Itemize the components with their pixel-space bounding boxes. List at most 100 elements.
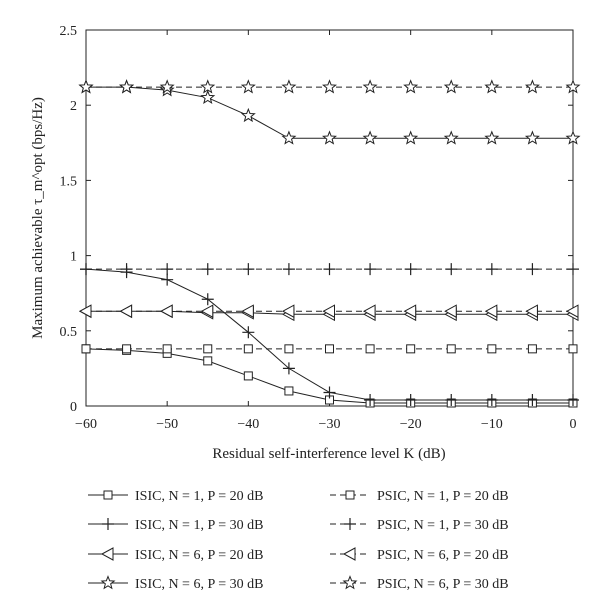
legend-marker [100, 575, 116, 590]
legend-item: ISIC, N = 6, P = 30 dB [88, 575, 263, 592]
legend-item: PSIC, N = 6, P = 20 dB [330, 547, 509, 563]
legend-item: PSIC, N = 1, P = 30 dB [330, 518, 509, 533]
legend-label: PSIC, N = 6, P = 30 dB [377, 577, 509, 592]
data-point [284, 344, 294, 354]
data-point [80, 263, 92, 276]
data-point [282, 263, 295, 276]
legend-marker [344, 518, 356, 530]
data-point [243, 344, 253, 354]
data-point [568, 344, 578, 354]
data-point [526, 393, 539, 406]
data-point [445, 263, 458, 276]
data-point [281, 130, 297, 145]
y-tick-label: 2 [70, 99, 77, 114]
legend-item: PSIC, N = 6, P = 30 dB [330, 575, 509, 592]
x-axis: −60 −50 −40 −30 −20 −10 0 [75, 30, 577, 432]
data-point [364, 393, 377, 406]
data-point [404, 393, 417, 406]
series-points-2 [80, 263, 579, 406]
legend-label: PSIC, N = 6, P = 20 dB [377, 548, 509, 563]
legend-marker [102, 518, 114, 530]
data-point [444, 304, 457, 319]
series-points-7 [78, 304, 579, 319]
data-point [322, 304, 335, 319]
data-point [323, 386, 336, 399]
data-point [203, 344, 213, 354]
data-point [160, 304, 173, 319]
data-point [445, 393, 458, 406]
legend-label: ISIC, N = 1, P = 20 dB [135, 489, 263, 504]
data-point [364, 263, 377, 276]
data-point [242, 263, 255, 276]
data-point [240, 107, 256, 123]
legend-label: PSIC, N = 1, P = 20 dB [377, 489, 509, 504]
data-point [406, 344, 416, 354]
data-point [362, 79, 378, 94]
legend-item: ISIC, N = 6, P = 20 dB [88, 547, 263, 563]
data-point [363, 304, 376, 319]
data-point [484, 79, 500, 94]
legend-marker [103, 490, 113, 500]
x-tick-label: 0 [570, 417, 577, 432]
legend-item: PSIC, N = 1, P = 20 dB [330, 489, 509, 504]
data-point [565, 304, 579, 319]
data-point [485, 263, 498, 276]
series-line-2 [85, 268, 573, 401]
y-tick-label: 0 [70, 400, 77, 415]
data-point [485, 393, 498, 406]
data-point [81, 344, 91, 354]
data-point [403, 130, 419, 145]
data-point [243, 371, 253, 381]
x-tick-label: −20 [400, 417, 422, 432]
data-point [120, 263, 133, 276]
legend-label: ISIC, N = 6, P = 30 dB [135, 577, 263, 592]
data-point [322, 130, 337, 145]
x-axis-title: Residual self-interference level K (dB) [212, 446, 445, 462]
data-point [362, 130, 378, 145]
y-axis-title: Maximum achievable τ_m^opt (bps/Hz) [30, 97, 46, 339]
data-point [525, 304, 538, 319]
data-point [325, 344, 334, 354]
data-point [487, 344, 497, 354]
data-point [322, 79, 337, 94]
y-tick-label: 1.5 [60, 174, 78, 189]
y-tick-label: 1 [70, 250, 77, 265]
data-point [201, 293, 214, 306]
data-point [78, 304, 92, 319]
data-point [403, 79, 419, 94]
data-point [162, 344, 172, 354]
data-point [161, 263, 174, 276]
data-point [200, 79, 216, 94]
data-point [323, 263, 336, 276]
data-point [284, 386, 294, 396]
data-point [484, 304, 498, 319]
data-point [122, 344, 132, 354]
data-point [443, 130, 459, 145]
data-point [403, 304, 417, 319]
data-point [567, 263, 579, 276]
data-point [524, 130, 540, 145]
data-point [242, 326, 255, 339]
legend-label: ISIC, N = 1, P = 30 dB [135, 518, 263, 533]
y-tick-label: 2.5 [60, 24, 78, 39]
data-point [241, 304, 254, 319]
data-point [240, 79, 256, 94]
series-points-4 [78, 79, 581, 145]
data-point [159, 79, 175, 94]
series-points-6 [80, 263, 579, 276]
data-point [201, 263, 214, 276]
data-point [443, 79, 459, 94]
data-point [281, 304, 295, 319]
x-tick-label: −30 [319, 417, 341, 432]
data-point [200, 89, 216, 105]
x-tick-label: −50 [156, 417, 178, 432]
legend-marker [342, 575, 358, 590]
data-point [281, 79, 297, 94]
series-markers [78, 79, 581, 408]
legend-label: PSIC, N = 1, P = 30 dB [377, 518, 509, 533]
data-point [446, 344, 456, 354]
data-point [565, 79, 581, 94]
x-tick-label: −40 [237, 417, 259, 432]
data-point [282, 362, 295, 375]
data-point [78, 79, 94, 94]
